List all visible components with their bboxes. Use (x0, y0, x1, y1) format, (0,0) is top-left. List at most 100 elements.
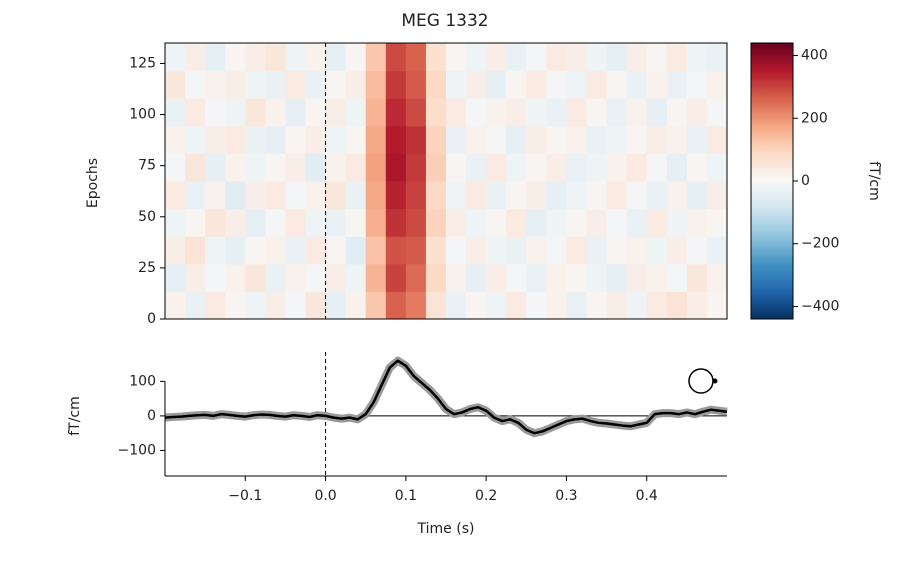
heatmap-cell (205, 181, 226, 210)
heatmap-cell (526, 181, 547, 210)
heatmap-cell (425, 98, 447, 127)
heatmap-cell (626, 153, 648, 182)
heatmap-cell (606, 263, 628, 292)
heatmap-cell (546, 70, 567, 99)
heatmap-cell (225, 70, 246, 99)
heatmap-cell (546, 208, 567, 237)
heatmap-cell (365, 125, 387, 154)
heatmap-cell (506, 153, 527, 182)
heatmap-cell (345, 181, 367, 210)
heatmap-cell (486, 181, 507, 210)
heatmap-cell (325, 263, 347, 292)
heatmap-cell (466, 291, 487, 320)
heatmap-cell (245, 208, 266, 237)
heatmap (165, 43, 728, 320)
heatmap-cell (345, 43, 367, 72)
heatmap-cell (706, 263, 728, 292)
heatmap-cell (706, 125, 728, 154)
heatmap-cell (566, 98, 587, 127)
heatmap-cell (526, 236, 547, 265)
heatmap-cell (265, 291, 286, 320)
heatmap-cell (185, 291, 206, 320)
heatmap-cell (345, 98, 367, 127)
heatmap-cell (466, 153, 487, 182)
heatmap-cell (686, 153, 708, 182)
heatmap-cell (185, 236, 206, 265)
heatmap-cell (466, 70, 487, 99)
heatmap-cell (245, 291, 266, 320)
heatmap-cell (265, 70, 286, 99)
heatmap-cell (566, 208, 587, 237)
x-tick-label: 0.3 (555, 488, 577, 504)
heatmap-cell (666, 125, 688, 154)
heatmap-cell (225, 236, 246, 265)
heatmap-cell (205, 70, 226, 99)
heatmap-cell (365, 153, 387, 182)
heatmap-cell (225, 98, 246, 127)
heatmap-cell (506, 43, 527, 72)
y-tick-label: 100 (129, 373, 156, 389)
heatmap-cell (325, 236, 347, 265)
heatmap-cell (345, 153, 367, 182)
heatmap-cell (405, 263, 427, 292)
x-tick-label: 0.1 (395, 488, 417, 504)
heatmap-cell (566, 153, 587, 182)
heatmap-cell (446, 98, 467, 127)
heatmap-cell (365, 43, 387, 72)
heatmap-cell (606, 236, 628, 265)
heatmap-cell (425, 70, 447, 99)
heatmap-cell (666, 263, 688, 292)
heatmap-cell (666, 291, 688, 320)
heatmap-cell (646, 98, 668, 127)
heatmap-cell (305, 153, 327, 182)
heatmap-cell (285, 70, 306, 99)
heatmap-cell (325, 291, 347, 320)
heatmap-cell (666, 70, 688, 99)
heatmap-cell (666, 98, 688, 127)
heatmap-cell (225, 43, 246, 72)
y-tick-label: 25 (138, 260, 156, 276)
heatmap-cell (486, 43, 507, 72)
heatmap-cell (265, 236, 286, 265)
heatmap-cell (706, 291, 728, 320)
heatmap-cell (245, 43, 266, 72)
heatmap-cell (666, 181, 688, 210)
heatmap-cell (325, 43, 347, 72)
heatmap-cell (225, 291, 246, 320)
heatmap-cell (466, 98, 487, 127)
heatmap-cell (526, 208, 547, 237)
heatmap-cell (446, 236, 467, 265)
heatmap-cell (706, 208, 728, 237)
heatmap-cell (586, 291, 608, 320)
heatmap-cell (165, 43, 186, 72)
evoked-band (164, 356, 728, 438)
heatmap-cell (506, 98, 527, 127)
heatmap-cell (245, 263, 266, 292)
heatmap-cell (265, 43, 286, 72)
heatmap-cell (285, 153, 306, 182)
heatmap-cell (185, 70, 206, 99)
colorbar-tick-label: 200 (801, 110, 828, 126)
heatmap-cell (506, 125, 527, 154)
heatmap-cell (385, 43, 407, 72)
heatmap-cell (446, 181, 467, 210)
y-tick-label: 125 (129, 55, 156, 71)
heatmap-cell (626, 70, 648, 99)
heatmap-cell (626, 98, 648, 127)
heatmap-cell (566, 263, 587, 292)
heatmap-cell (526, 98, 547, 127)
heatmap-cell (486, 125, 507, 154)
heatmap-cell (305, 236, 327, 265)
heatmap-cell (425, 125, 447, 154)
heatmap-cell (646, 208, 668, 237)
heatmap-cell (305, 291, 327, 320)
heatmap-cell (706, 70, 728, 99)
evoked-line (164, 359, 728, 435)
heatmap-cell (666, 153, 688, 182)
heatmap-cell (526, 153, 547, 182)
y-tick-label: −100 (118, 442, 156, 458)
heatmap-cell (566, 43, 587, 72)
heatmap-cell (385, 181, 407, 210)
heatmap-cell (706, 153, 728, 182)
